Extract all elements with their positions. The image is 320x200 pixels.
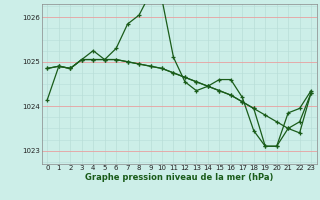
X-axis label: Graphe pression niveau de la mer (hPa): Graphe pression niveau de la mer (hPa): [85, 173, 273, 182]
